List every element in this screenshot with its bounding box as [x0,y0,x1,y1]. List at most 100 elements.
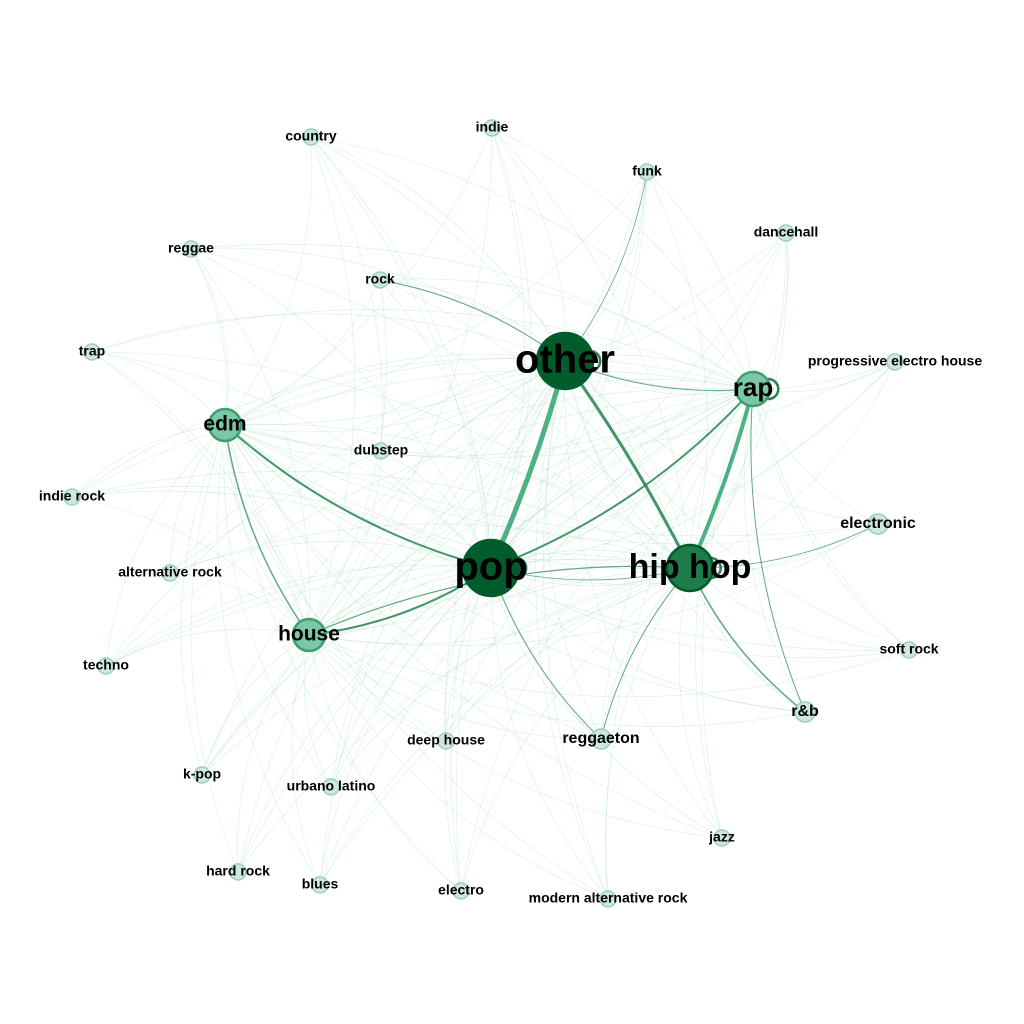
node-label-alternative-rock: alternative rock [118,564,222,580]
faint-edge-hip-hop-dancehall [689,232,788,569]
faint-edge-edm-randb [224,424,806,713]
faint-edge-house-techno [105,628,310,667]
node-label-progressive-electro-house: progressive electro house [808,353,983,369]
faint-edge-hip-hop-dubstep [380,450,691,569]
node-reggaeton[interactable] [590,728,612,750]
faint-edge-house-electro [308,634,462,892]
faint-edge-house-reggaeton [308,634,602,740]
node-house[interactable] [291,617,327,653]
faint-edge-edm-hard-rock [190,424,239,873]
node-funk[interactable] [638,163,656,181]
node-label-techno: techno [83,657,129,673]
node-indie-rock[interactable] [63,488,81,506]
faint-edge-house-dancehall [308,232,787,636]
node-indie[interactable] [483,119,501,137]
faint-edge-pop-electro [444,567,492,892]
node-hard-rock[interactable] [229,863,247,881]
node-label-rock: rock [365,271,395,287]
faint-edge-pop-indie [490,127,532,569]
node-label-urbano-latino: urbano latino [287,778,376,794]
node-rap[interactable] [734,370,772,408]
faint-edge-hip-hop-indie-rock [71,470,691,569]
edge-other-pop [488,360,568,570]
faint-edge-house-hard-rock [237,634,310,873]
node-trap[interactable] [83,343,101,361]
faint-edge-rap-edm [224,357,754,426]
node-electro[interactable] [452,882,470,900]
faint-edge-electronic-edm [224,424,879,537]
faint-edge-house-soft-rock [308,634,910,698]
faint-edge-rap-country [310,136,754,390]
node-other[interactable] [535,331,595,391]
node-rock[interactable] [371,271,389,289]
faint-edge-hip-hop-techno [105,552,691,667]
node-label-other: other [515,338,615,382]
node-deep-house[interactable] [437,732,455,750]
node-pop[interactable] [461,538,521,598]
node-blues[interactable] [311,876,329,894]
faint-edge-edm-electro [224,424,462,892]
faint-edge-house-edm [224,424,310,636]
faint-edge-hip-hop-electro [460,567,691,892]
node-label-country: country [285,128,337,144]
faint-edge-funk-pop [490,171,648,569]
faint-edge-blues-hip-hop [319,567,691,886]
faint-edge-edm-indie-rock [71,424,226,498]
node-reggae[interactable] [182,240,200,258]
faint-edge-house-indie-rock [71,496,310,636]
faint-edge-edm-dubstep [224,424,382,456]
faint-edge-other-electro [450,360,566,892]
faint-edge-house-blues [291,634,321,886]
edge-rap-randb [750,388,806,713]
faint-edge-other-funk [564,171,648,362]
node-jazz[interactable] [713,829,731,847]
faint-edge-soft-rock-rap [752,388,910,651]
faint-edge-rap-electronic [752,388,879,525]
faint-edge-pop-blues [319,567,492,886]
edge-other-hip-hop [563,360,692,569]
faint-edge-rap-soft-rock [752,388,910,651]
node-dubstep[interactable] [372,442,390,460]
faint-edge-other-indie-rock [71,358,566,498]
faint-edge-pop-edm [224,424,492,569]
faint-edge-pop-indie-rock [71,486,492,569]
faint-edge-edm-progressive-electro-house [224,361,896,459]
faint-edge-edm-electronic [224,424,879,544]
node-hip-hop[interactable] [665,543,715,593]
node-layer [63,119,918,908]
faint-edge-hip-hop-trap [91,351,691,569]
faint-edge-other-randb [564,360,806,713]
node-k-pop[interactable] [193,766,211,784]
node-urbano-latino[interactable] [322,778,340,796]
faint-edge-rap-electro [460,388,754,892]
faint-edge-trap-house [91,351,310,636]
faint-edge-house-alternative-rock [169,572,310,636]
node-edm[interactable] [207,407,243,443]
node-alternative-rock[interactable] [161,564,179,582]
node-label-jazz: jazz [708,829,735,845]
node-label-house: house [278,623,340,646]
faint-edge-rap-techno [105,388,754,667]
faint-edge-hip-hop-progressive-electro-house [689,361,896,569]
node-techno[interactable] [97,657,115,675]
node-electronic[interactable] [867,513,889,535]
faint-edge-edm-soft-rock [224,424,910,651]
node-modern-alternative-rock[interactable] [599,890,617,908]
faint-edge-hip-hop-urbano-latino [330,567,691,788]
faint-edge-house-urbano-latino [303,634,332,788]
node-progressive-electro-house[interactable] [886,353,904,371]
node-country[interactable] [302,128,320,146]
node-randb[interactable] [794,701,816,723]
faint-edge-hip-hop-soft-rock [689,567,910,651]
faint-edge-other-jazz [564,360,723,839]
faint-edge-edm-house [224,424,310,636]
faint-edge-country-pop [310,136,492,569]
faint-edge-pop-reggaeton [490,567,602,740]
faint-edge-hip-hop-rock [379,279,691,569]
node-dancehall[interactable] [777,224,795,242]
edge-pop-rap [490,388,754,569]
faint-edge-edm-urbano-latino [223,424,332,788]
node-soft-rock[interactable] [900,641,918,659]
faint-edge-edm-k-pop [180,424,226,776]
faint-edge-other-k-pop [201,360,566,776]
